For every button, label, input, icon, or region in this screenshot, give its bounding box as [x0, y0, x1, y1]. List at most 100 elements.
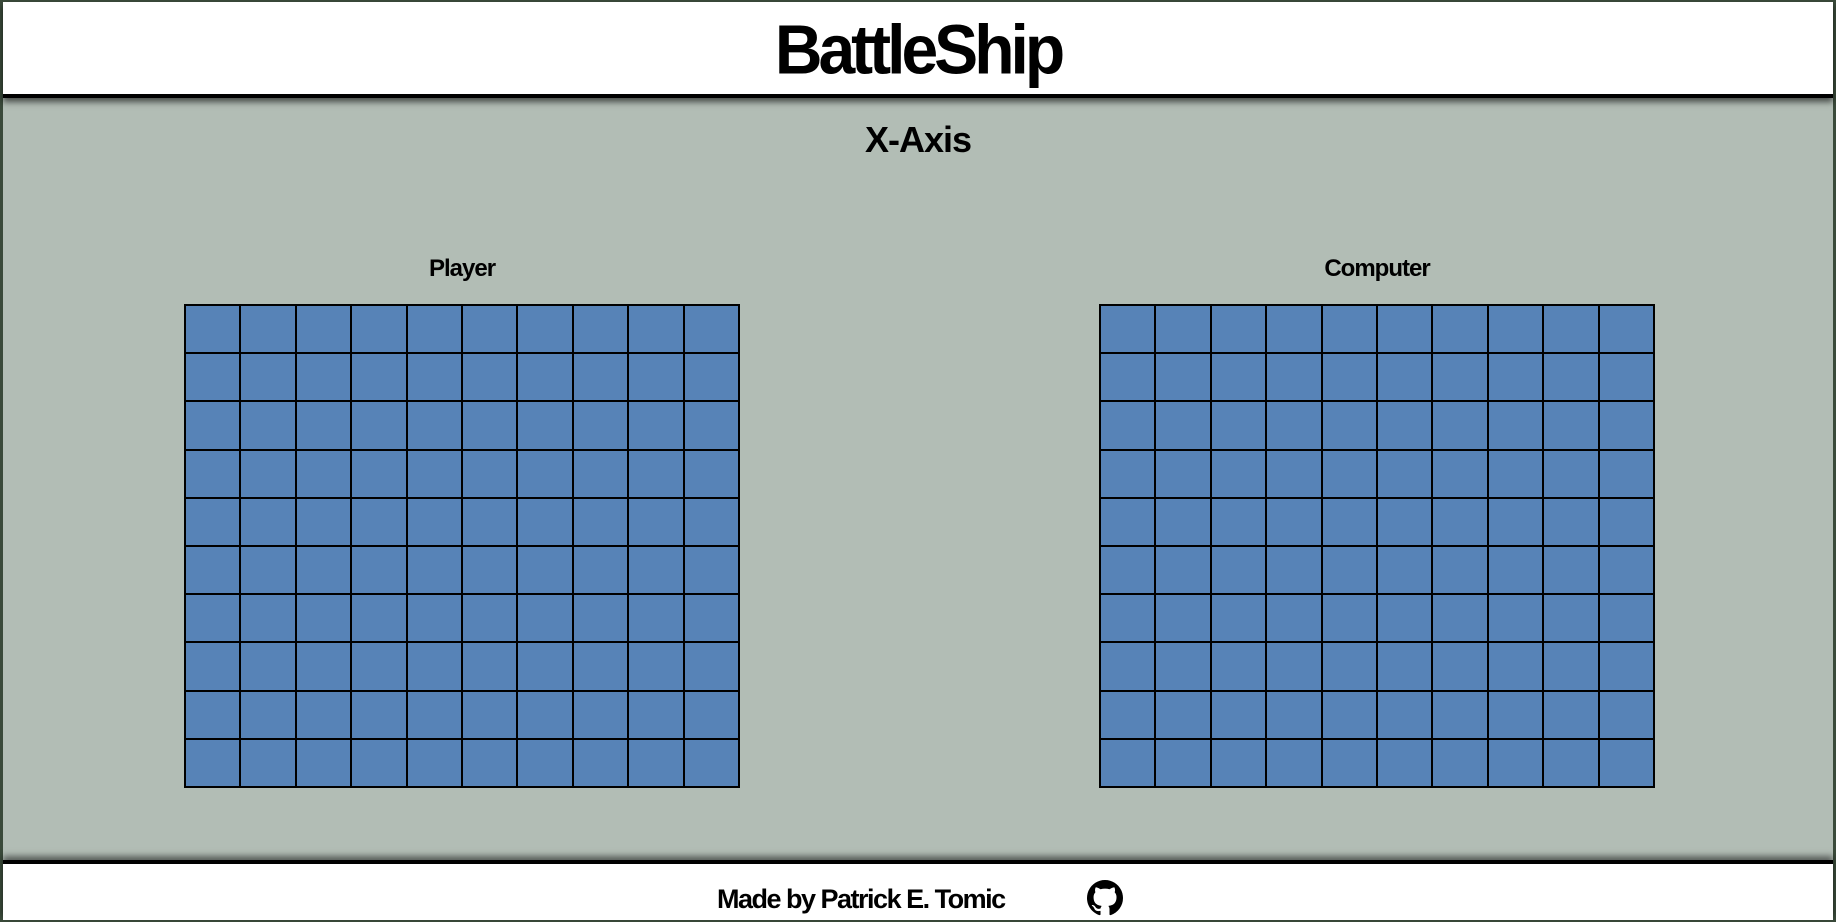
player-board-cell[interactable]	[295, 401, 352, 450]
computer-board-cell[interactable]	[1487, 738, 1544, 787]
player-board-cell[interactable]	[351, 305, 407, 354]
player-board-cell[interactable]	[517, 353, 573, 402]
computer-board-cell[interactable]	[1100, 738, 1156, 787]
player-board-cell[interactable]	[240, 401, 296, 450]
computer-board-cell[interactable]	[1210, 401, 1267, 450]
player-board-cell[interactable]	[240, 497, 296, 546]
player-board-cell[interactable]	[628, 449, 684, 498]
computer-board-cell[interactable]	[1321, 642, 1377, 691]
player-board-cell[interactable]	[628, 401, 684, 450]
computer-board-cell[interactable]	[1432, 353, 1488, 402]
player-board-cell[interactable]	[295, 738, 352, 787]
computer-board-cell[interactable]	[1543, 594, 1599, 643]
player-board-cell[interactable]	[683, 690, 739, 739]
player-board-cell[interactable]	[351, 594, 407, 643]
player-board-cell[interactable]	[351, 497, 407, 546]
computer-board-cell[interactable]	[1598, 594, 1654, 643]
computer-board-cell[interactable]	[1321, 449, 1377, 498]
computer-board-cell[interactable]	[1543, 546, 1599, 595]
player-board-cell[interactable]	[406, 642, 462, 691]
player-board-cell[interactable]	[406, 690, 462, 739]
computer-board-cell[interactable]	[1432, 738, 1488, 787]
player-board-cell[interactable]	[572, 449, 629, 498]
computer-board-cell[interactable]	[1598, 497, 1654, 546]
computer-board-cell[interactable]	[1266, 401, 1322, 450]
computer-board-cell[interactable]	[1266, 738, 1322, 787]
player-board-cell[interactable]	[240, 690, 296, 739]
player-board-cell[interactable]	[351, 738, 407, 787]
player-board-cell[interactable]	[240, 642, 296, 691]
computer-board-cell[interactable]	[1100, 690, 1156, 739]
player-board-cell[interactable]	[295, 353, 352, 402]
player-board-cell[interactable]	[572, 401, 629, 450]
computer-board-cell[interactable]	[1377, 305, 1433, 354]
player-board-cell[interactable]	[406, 497, 462, 546]
player-board-cell[interactable]	[628, 546, 684, 595]
player-board-cell[interactable]	[517, 546, 573, 595]
player-board-cell[interactable]	[517, 594, 573, 643]
computer-board-cell[interactable]	[1266, 353, 1322, 402]
computer-board-cell[interactable]	[1321, 497, 1377, 546]
player-board-cell[interactable]	[185, 546, 241, 595]
player-board-cell[interactable]	[683, 353, 739, 402]
player-board-cell[interactable]	[295, 642, 352, 691]
computer-board-cell[interactable]	[1210, 546, 1267, 595]
player-board-cell[interactable]	[295, 497, 352, 546]
computer-board-cell[interactable]	[1598, 642, 1654, 691]
player-board-cell[interactable]	[572, 594, 629, 643]
computer-board-cell[interactable]	[1100, 497, 1156, 546]
computer-board-cell[interactable]	[1377, 449, 1433, 498]
computer-board-cell[interactable]	[1266, 305, 1322, 354]
computer-board-cell[interactable]	[1543, 401, 1599, 450]
player-board-cell[interactable]	[185, 497, 241, 546]
player-board-cell[interactable]	[462, 353, 518, 402]
player-board-cell[interactable]	[295, 690, 352, 739]
computer-board-cell[interactable]	[1321, 305, 1377, 354]
computer-board-cell[interactable]	[1321, 690, 1377, 739]
computer-board-cell[interactable]	[1155, 546, 1211, 595]
computer-board-cell[interactable]	[1155, 353, 1211, 402]
player-board-cell[interactable]	[351, 690, 407, 739]
player-board-cell[interactable]	[683, 401, 739, 450]
computer-board-cell[interactable]	[1487, 449, 1544, 498]
player-board-cell[interactable]	[351, 449, 407, 498]
player-board-cell[interactable]	[240, 305, 296, 354]
computer-board-cell[interactable]	[1210, 353, 1267, 402]
computer-board-cell[interactable]	[1210, 594, 1267, 643]
player-board-cell[interactable]	[295, 305, 352, 354]
computer-board-cell[interactable]	[1155, 305, 1211, 354]
computer-board-cell[interactable]	[1487, 594, 1544, 643]
player-board-cell[interactable]	[462, 305, 518, 354]
player-board-cell[interactable]	[185, 594, 241, 643]
computer-board-cell[interactable]	[1266, 449, 1322, 498]
computer-board-cell[interactable]	[1155, 449, 1211, 498]
player-board-cell[interactable]	[351, 401, 407, 450]
computer-board-cell[interactable]	[1155, 690, 1211, 739]
computer-board-cell[interactable]	[1598, 401, 1654, 450]
player-board-cell[interactable]	[517, 401, 573, 450]
computer-board-cell[interactable]	[1598, 546, 1654, 595]
player-board-cell[interactable]	[351, 353, 407, 402]
player-board-cell[interactable]	[462, 497, 518, 546]
player-board-cell[interactable]	[185, 449, 241, 498]
computer-board-cell[interactable]	[1100, 546, 1156, 595]
computer-board-cell[interactable]	[1487, 497, 1544, 546]
computer-board-cell[interactable]	[1487, 546, 1544, 595]
player-board-cell[interactable]	[406, 353, 462, 402]
computer-board-cell[interactable]	[1321, 546, 1377, 595]
player-board-cell[interactable]	[406, 401, 462, 450]
player-board-cell[interactable]	[572, 353, 629, 402]
player-board-cell[interactable]	[406, 738, 462, 787]
computer-board-cell[interactable]	[1100, 594, 1156, 643]
computer-board-cell[interactable]	[1377, 401, 1433, 450]
player-board-cell[interactable]	[572, 497, 629, 546]
player-board-cell[interactable]	[683, 546, 739, 595]
computer-board-cell[interactable]	[1487, 690, 1544, 739]
computer-board-cell[interactable]	[1377, 690, 1433, 739]
player-board-cell[interactable]	[683, 305, 739, 354]
player-board-cell[interactable]	[517, 690, 573, 739]
computer-board-cell[interactable]	[1321, 738, 1377, 787]
computer-board-cell[interactable]	[1487, 353, 1544, 402]
computer-board-cell[interactable]	[1598, 738, 1654, 787]
computer-board-cell[interactable]	[1432, 690, 1488, 739]
